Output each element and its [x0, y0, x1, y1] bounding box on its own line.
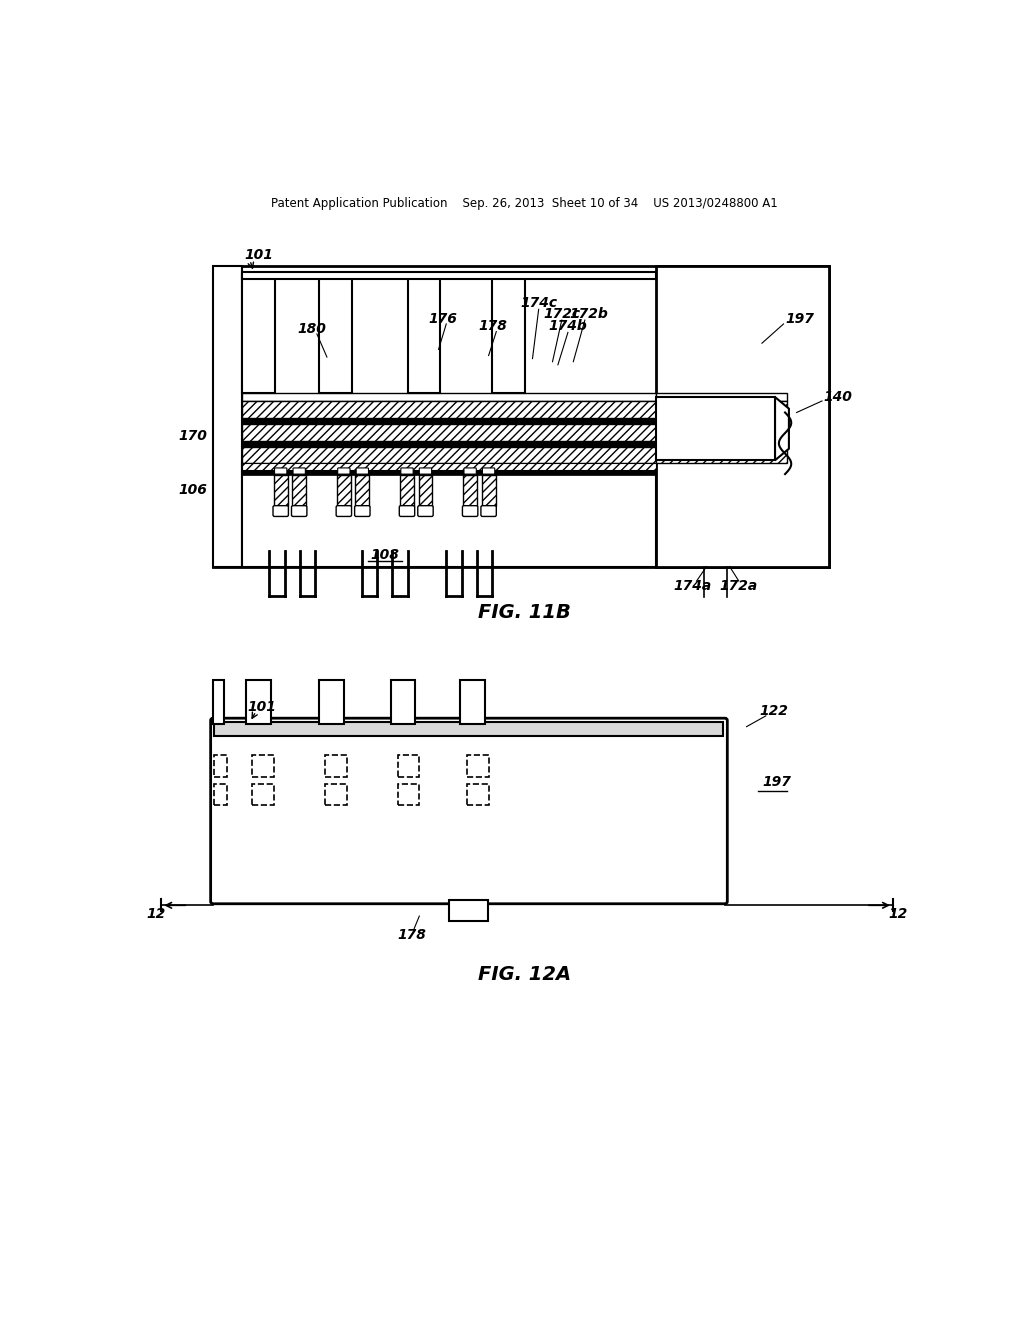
Bar	[319, 275, 351, 393]
Text: 170: 170	[178, 429, 208, 442]
FancyBboxPatch shape	[354, 506, 370, 516]
FancyBboxPatch shape	[336, 506, 351, 516]
Text: 12: 12	[889, 907, 908, 921]
Bar	[243, 401, 655, 418]
Bar	[355, 475, 370, 506]
Bar	[397, 755, 419, 776]
Text: 197: 197	[785, 312, 814, 326]
Text: 172a: 172a	[720, 578, 758, 593]
Text: 197: 197	[762, 775, 791, 789]
FancyBboxPatch shape	[400, 469, 413, 474]
Text: 176: 176	[428, 312, 457, 326]
Text: 174b: 174b	[549, 319, 588, 333]
FancyBboxPatch shape	[338, 469, 350, 474]
FancyBboxPatch shape	[356, 469, 369, 474]
Bar	[655, 393, 786, 401]
FancyBboxPatch shape	[273, 506, 289, 516]
Text: 122: 122	[759, 705, 787, 718]
FancyBboxPatch shape	[211, 718, 727, 904]
Bar	[213, 681, 223, 725]
Text: 106: 106	[178, 483, 208, 496]
Bar	[214, 784, 226, 805]
Bar	[481, 475, 496, 506]
Bar	[655, 441, 786, 447]
Bar	[243, 275, 274, 393]
Bar	[273, 475, 288, 506]
Bar	[292, 475, 306, 506]
Bar	[467, 784, 488, 805]
Bar	[246, 681, 270, 725]
Bar	[243, 462, 655, 470]
FancyBboxPatch shape	[464, 469, 476, 474]
Bar	[326, 755, 347, 776]
Text: Patent Application Publication    Sep. 26, 2013  Sheet 10 of 34    US 2013/02488: Patent Application Publication Sep. 26, …	[271, 197, 778, 210]
Bar	[450, 900, 487, 921]
Bar	[326, 784, 347, 805]
Bar	[213, 267, 829, 566]
Bar	[243, 272, 655, 279]
Bar	[655, 424, 786, 441]
Bar	[243, 424, 655, 441]
Text: 178: 178	[478, 319, 507, 333]
FancyBboxPatch shape	[418, 506, 433, 516]
FancyBboxPatch shape	[293, 469, 305, 474]
FancyBboxPatch shape	[399, 506, 415, 516]
Text: 101: 101	[245, 248, 273, 261]
Text: 172c: 172c	[543, 308, 581, 321]
Text: 108: 108	[371, 548, 399, 562]
Bar	[252, 755, 273, 776]
FancyBboxPatch shape	[481, 506, 497, 516]
Bar	[397, 784, 419, 805]
Bar	[655, 267, 829, 566]
FancyBboxPatch shape	[274, 469, 287, 474]
Bar	[213, 267, 243, 566]
FancyBboxPatch shape	[292, 506, 307, 516]
Bar	[419, 475, 432, 506]
Text: 140: 140	[823, 391, 852, 404]
Bar	[655, 418, 786, 424]
FancyBboxPatch shape	[482, 469, 495, 474]
Bar	[243, 393, 655, 401]
Text: FIG. 11B: FIG. 11B	[478, 603, 571, 622]
FancyBboxPatch shape	[419, 469, 432, 474]
Text: 174a: 174a	[674, 578, 712, 593]
Bar	[408, 275, 440, 393]
Bar	[467, 755, 488, 776]
Text: 12: 12	[146, 907, 166, 921]
Polygon shape	[775, 397, 788, 461]
Text: FIG. 12A: FIG. 12A	[478, 965, 571, 985]
Bar	[214, 722, 724, 737]
Bar	[319, 681, 344, 725]
Bar	[243, 441, 655, 447]
Bar	[463, 475, 477, 506]
Text: 178: 178	[397, 928, 426, 941]
Bar	[243, 462, 655, 566]
Bar	[400, 475, 414, 506]
Bar	[252, 784, 273, 805]
Bar	[493, 275, 525, 393]
Bar	[243, 418, 655, 424]
Text: 172b: 172b	[569, 308, 608, 321]
Bar	[391, 681, 416, 725]
Bar	[243, 447, 655, 462]
Bar	[655, 447, 786, 462]
Text: 174c: 174c	[520, 296, 557, 310]
Text: 101: 101	[248, 700, 276, 714]
FancyBboxPatch shape	[463, 506, 478, 516]
Bar	[243, 470, 655, 475]
Bar	[460, 681, 484, 725]
Bar	[655, 401, 786, 418]
Bar	[337, 475, 351, 506]
Text: 180: 180	[297, 322, 326, 337]
Bar	[655, 397, 775, 461]
Bar	[214, 755, 226, 776]
